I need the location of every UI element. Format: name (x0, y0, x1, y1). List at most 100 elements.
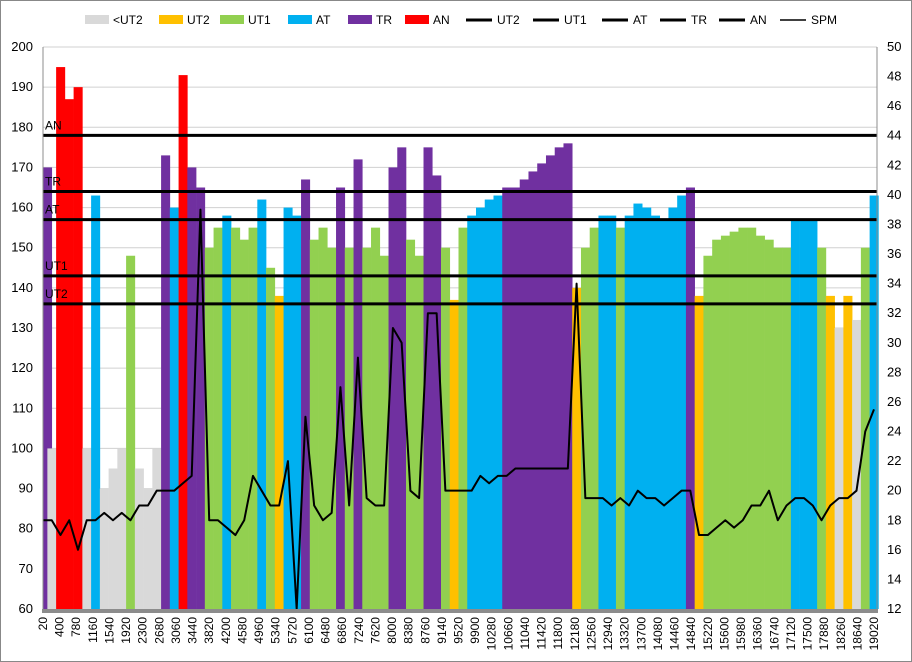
hr-bar (274, 295, 284, 609)
hr-bar (607, 215, 617, 609)
x-tick-label: 4580 (235, 617, 249, 644)
legend-label: SPM (811, 13, 837, 27)
hr-bar (388, 167, 398, 609)
y2-tick-label: 44 (887, 128, 901, 143)
hr-bar (677, 195, 687, 609)
x-tick-label: 18260 (834, 617, 848, 651)
hr-bar (309, 239, 319, 609)
legend-label: AN (750, 13, 767, 27)
legend-label: AN (433, 13, 450, 27)
hr-bar (703, 255, 713, 609)
hr-bar (720, 235, 730, 609)
hr-bar (117, 448, 127, 609)
hr-bar (685, 187, 695, 609)
hr-bar (178, 75, 188, 610)
legend-swatch (159, 15, 183, 24)
hr-bar (615, 227, 625, 609)
x-tick-label: 12940 (601, 617, 615, 651)
hr-bar (860, 247, 870, 609)
hr-bar (441, 247, 451, 609)
y2-tick-label: 14 (887, 571, 901, 586)
hr-bar (484, 199, 494, 610)
hr-bar (528, 171, 538, 609)
legend-swatch (220, 15, 244, 24)
hr-bar (545, 155, 556, 609)
y-tick-label: 60 (19, 601, 33, 616)
legend-label: <UT2 (113, 13, 143, 27)
legend-label: UT1 (248, 13, 271, 27)
zone-label: AN (45, 118, 62, 132)
y-tick-label: 110 (12, 400, 33, 415)
hr-bar (755, 235, 765, 609)
hr-bar (537, 163, 547, 609)
y2-tick-label: 22 (887, 453, 901, 468)
hr-bar (73, 87, 83, 609)
x-tick-label: 5340 (269, 617, 283, 644)
legend-swatch (405, 15, 429, 24)
y2-tick-label: 38 (887, 216, 901, 231)
x-tick-label: 14460 (668, 617, 682, 651)
x-tick-label: 780 (69, 617, 83, 637)
hr-bar (126, 255, 136, 609)
hr-bar (572, 287, 582, 609)
x-tick-label: 18640 (850, 617, 864, 651)
x-tick-label: 4200 (219, 617, 233, 644)
x-tick-label: 3820 (202, 617, 216, 644)
hr-bar (773, 247, 783, 609)
x-tick-label: 10280 (485, 617, 499, 651)
x-tick-label: 1160 (86, 617, 100, 643)
zone-label: TR (45, 175, 61, 189)
hr-bar (738, 227, 748, 609)
hr-bar (91, 195, 101, 609)
x-tick-label: 16360 (751, 617, 765, 651)
hr-bar (790, 219, 800, 609)
x-tick-label: 4960 (252, 617, 266, 644)
hr-bar (834, 328, 844, 609)
hr-bar (694, 295, 704, 609)
hr-bar (266, 267, 276, 609)
y-tick-label: 130 (11, 320, 33, 335)
legend-label: AT (316, 13, 331, 27)
hr-bar (204, 247, 214, 609)
hr-bar (589, 227, 599, 609)
x-tick-label: 2680 (152, 617, 166, 644)
hr-bar (729, 231, 739, 609)
y-tick-label: 90 (19, 481, 33, 496)
x-tick-label: 10660 (501, 617, 515, 651)
hr-bar (283, 207, 293, 610)
hr-bar (668, 207, 678, 610)
hr-bar (624, 215, 634, 609)
y-tick-label: 190 (11, 79, 33, 94)
hr-bar (56, 67, 66, 610)
legend-swatch (288, 15, 312, 24)
hr-bar (869, 195, 879, 609)
legend-label: AT (633, 13, 648, 27)
x-axis-line (42, 609, 878, 613)
hr-bar (239, 239, 249, 609)
y2-tick-label: 16 (887, 542, 901, 557)
y2-tick-label: 48 (887, 69, 901, 84)
x-tick-label: 16740 (767, 617, 781, 651)
y2-tick-label: 20 (887, 483, 901, 498)
hr-bar (475, 207, 486, 610)
y2-tick-label: 18 (887, 512, 901, 527)
hr-bar (467, 215, 477, 609)
hr-bar (134, 468, 144, 609)
hr-bar (397, 147, 407, 609)
hr-bar (196, 187, 206, 609)
hr-bar (248, 227, 258, 609)
y-tick-label: 80 (19, 521, 33, 536)
hr-bar (213, 227, 223, 609)
x-tick-label: 3440 (186, 617, 200, 644)
hr-bar (43, 167, 53, 609)
hr-bar (799, 219, 809, 609)
y-tick-label: 140 (11, 280, 33, 295)
x-tick-label: 8760 (418, 617, 432, 644)
x-tick-label: 6480 (319, 617, 333, 644)
y-tick-label: 150 (11, 240, 33, 255)
y2-tick-label: 42 (887, 157, 901, 172)
hr-bar (764, 239, 774, 609)
hr-bar (47, 448, 57, 609)
hr-bar (301, 179, 311, 609)
legend: <UT2 UT2 UT1 AT TR AN UT2 UT1 AT TR AN SPM (85, 13, 837, 27)
